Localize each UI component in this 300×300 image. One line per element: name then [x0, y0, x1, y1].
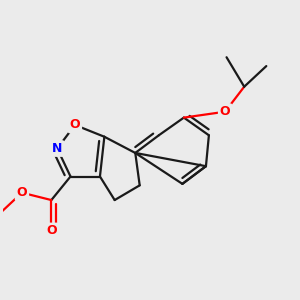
Text: O: O — [16, 186, 27, 199]
Text: O: O — [220, 105, 230, 118]
Text: O: O — [70, 118, 80, 131]
Text: N: N — [52, 142, 62, 155]
Text: O: O — [46, 224, 57, 238]
